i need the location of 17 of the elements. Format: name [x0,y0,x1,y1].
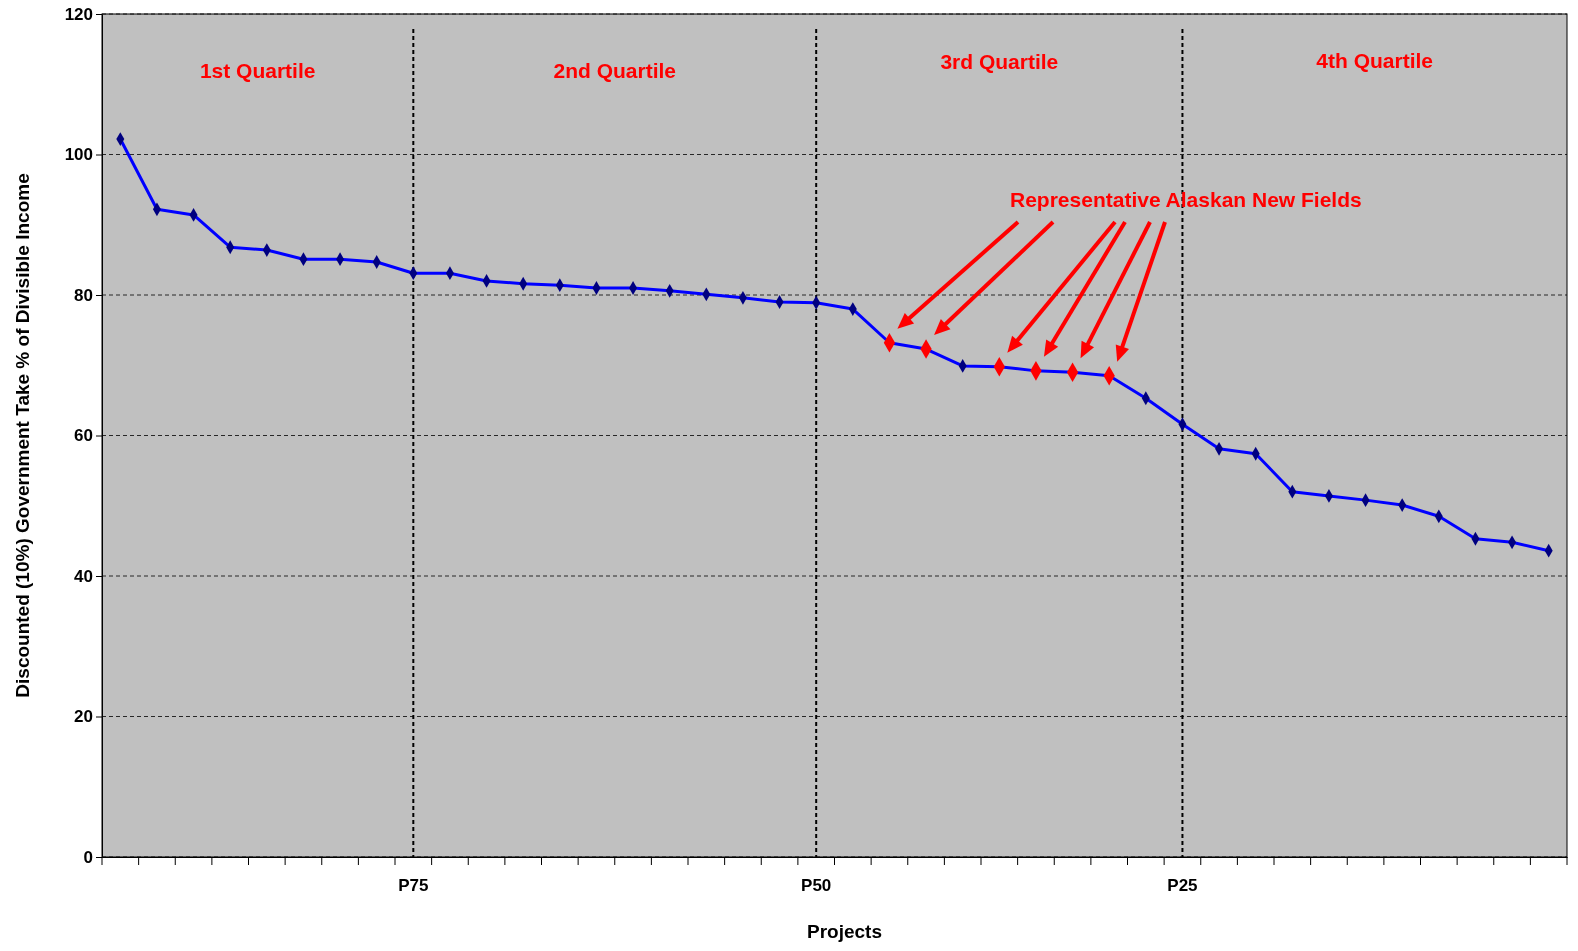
y-tick-label: 60 [74,426,93,446]
annotation: 3rd Quartile [940,49,1059,73]
x-axis-title: Projects [807,921,882,942]
y-tick-label: 0 [83,847,93,867]
y-tick-label: 80 [74,285,93,305]
x-tick-label: P25 [1167,876,1198,896]
y-tick-label: 40 [74,566,93,586]
annotation: Representative Alaskan New Fields [1010,188,1362,211]
y-tick-label: 20 [74,707,93,727]
annotation: 4th Quartile [1316,48,1434,72]
annotation: 1st Quartile [199,58,316,82]
x-tick-label: P50 [801,876,832,896]
y-tick-label: 120 [64,4,93,24]
y-tick-label: 100 [64,145,93,165]
x-tick-label: P75 [398,876,429,896]
annotation: 2nd Quartile [553,58,677,82]
y-axis-title: Discounted (10%) Government Take % of Divisible Income [12,173,33,698]
